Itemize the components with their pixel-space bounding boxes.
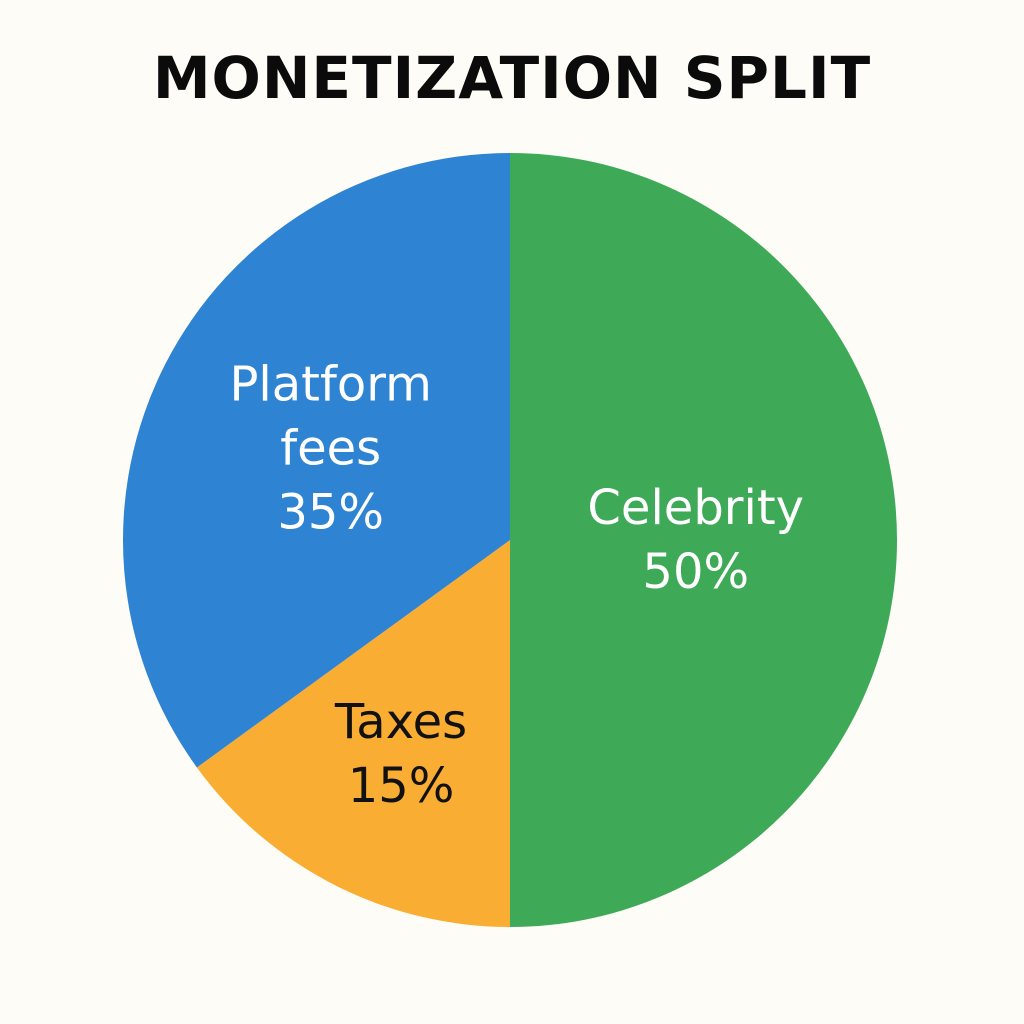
slice-label-line: 35% — [277, 485, 384, 541]
slice-label-taxes: Taxes 15% — [334, 694, 467, 814]
slice-label-celebrity: Celebrity 50% — [587, 480, 804, 600]
pie-slice-celebrity — [510, 153, 897, 927]
slice-label-line: Platform — [229, 357, 431, 413]
slice-label-platform: Platform fees 35% — [229, 357, 431, 541]
slice-label-line: 15% — [348, 758, 455, 814]
slice-label-line: fees — [280, 421, 381, 477]
chart-title: MONETIZATION SPLIT — [152, 44, 872, 112]
slice-label-line: 50% — [642, 544, 749, 600]
slice-label-line: Celebrity — [587, 480, 804, 536]
pie-slice-taxes — [196, 540, 511, 927]
slice-label-line: Taxes — [334, 694, 467, 750]
pie-slice-platform — [122, 153, 511, 768]
